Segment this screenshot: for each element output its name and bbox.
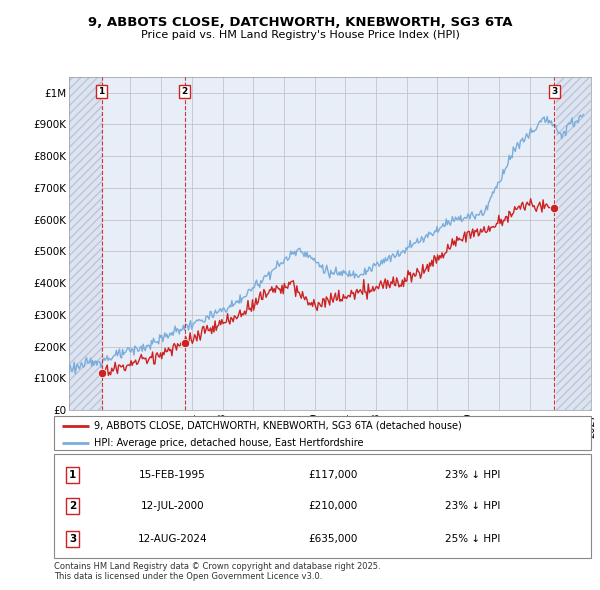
Text: 3: 3 [69, 534, 76, 544]
Text: 12-AUG-2024: 12-AUG-2024 [137, 534, 207, 544]
Text: 15-FEB-1995: 15-FEB-1995 [139, 470, 206, 480]
Text: 1: 1 [98, 87, 104, 96]
Text: £635,000: £635,000 [308, 534, 358, 544]
Text: 12-JUL-2000: 12-JUL-2000 [140, 501, 204, 511]
Text: £210,000: £210,000 [308, 501, 358, 511]
Text: 23% ↓ HPI: 23% ↓ HPI [445, 501, 500, 511]
FancyBboxPatch shape [54, 416, 591, 450]
Text: HPI: Average price, detached house, East Hertfordshire: HPI: Average price, detached house, East… [94, 438, 364, 448]
Bar [556, 77, 591, 410]
Text: 25% ↓ HPI: 25% ↓ HPI [445, 534, 500, 544]
Text: 2: 2 [182, 87, 188, 96]
Text: 9, ABBOTS CLOSE, DATCHWORTH, KNEBWORTH, SG3 6TA (detached house): 9, ABBOTS CLOSE, DATCHWORTH, KNEBWORTH, … [94, 421, 462, 431]
Text: 9, ABBOTS CLOSE, DATCHWORTH, KNEBWORTH, SG3 6TA: 9, ABBOTS CLOSE, DATCHWORTH, KNEBWORTH, … [88, 16, 512, 29]
Text: £117,000: £117,000 [308, 470, 358, 480]
FancyBboxPatch shape [54, 454, 591, 558]
Text: Contains HM Land Registry data © Crown copyright and database right 2025.
This d: Contains HM Land Registry data © Crown c… [54, 562, 380, 581]
Text: 1: 1 [69, 470, 76, 480]
Text: Price paid vs. HM Land Registry's House Price Index (HPI): Price paid vs. HM Land Registry's House … [140, 31, 460, 40]
Text: 2: 2 [69, 501, 76, 511]
Text: 3: 3 [551, 87, 557, 96]
Text: 23% ↓ HPI: 23% ↓ HPI [445, 470, 500, 480]
Bar [69, 77, 101, 410]
